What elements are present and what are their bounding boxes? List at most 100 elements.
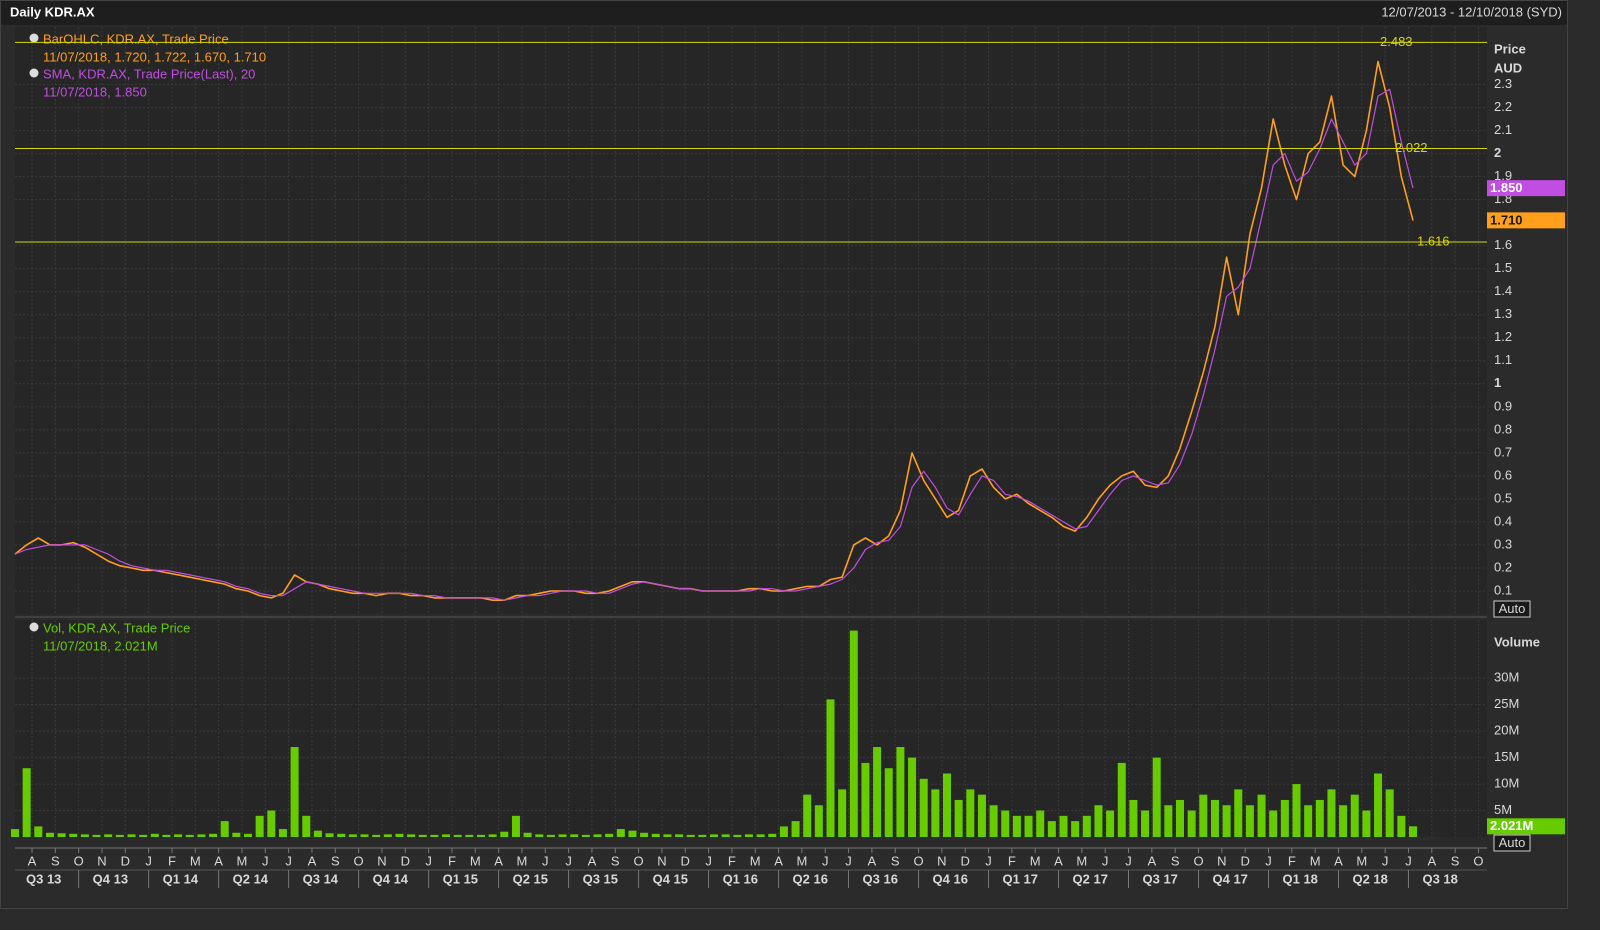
y-tick-label: 0.1 — [1494, 582, 1512, 597]
last-value-tag — [1487, 818, 1565, 835]
x-tick-label: A — [1148, 853, 1157, 868]
x-tick-label: J — [1382, 853, 1389, 868]
y-axis-title: Volume — [1494, 634, 1540, 649]
volume-bar — [1071, 821, 1080, 837]
x-tick-label: M — [1076, 853, 1087, 868]
x-tick-label: J — [1125, 853, 1132, 868]
volume-bar — [535, 834, 544, 837]
volume-bar — [1222, 805, 1231, 837]
y-tick-label: 2 — [1494, 145, 1501, 160]
x-tick-label: S — [331, 853, 340, 868]
quarter-label: Q3 16 — [863, 871, 898, 886]
x-tick-label: A — [494, 853, 503, 868]
volume-bar — [1001, 810, 1010, 837]
x-tick-label: N — [937, 853, 946, 868]
volume-bar — [593, 834, 602, 837]
quarter-label: Q4 15 — [653, 871, 688, 886]
volume-bar — [92, 834, 101, 837]
x-tick-label: O — [913, 853, 923, 868]
x-tick-label: O — [1473, 853, 1483, 868]
volume-bar — [325, 833, 334, 837]
quarter-label: Q2 15 — [513, 871, 548, 886]
x-tick-label: J — [822, 853, 829, 868]
y-tick-label: 0.2 — [1494, 559, 1512, 574]
y-tick-label: 1.6 — [1494, 237, 1512, 252]
volume-bar — [954, 799, 963, 837]
x-tick-label: F — [168, 853, 176, 868]
volume-bar — [710, 834, 718, 837]
volume-bar — [162, 834, 171, 837]
volume-bar — [616, 829, 625, 837]
x-tick-label: A — [868, 853, 877, 868]
x-tick-label: N — [1217, 853, 1226, 868]
y-tick-label: 15M — [1494, 749, 1519, 764]
volume-bar — [1117, 762, 1126, 837]
x-tick-label: J — [145, 853, 152, 868]
y-tick-label: 0.8 — [1494, 421, 1512, 436]
quarter-label: Q4 14 — [373, 871, 409, 886]
volume-bar — [605, 833, 614, 837]
auto-button[interactable] — [1493, 600, 1531, 618]
volume-bar — [779, 826, 788, 837]
volume-bar — [337, 833, 346, 837]
x-tick-label: F — [1288, 853, 1296, 868]
quarter-label: Q1 15 — [443, 871, 478, 886]
volume-bar — [104, 834, 113, 837]
auto-button-label[interactable]: Auto — [1499, 601, 1526, 616]
volume-bar — [290, 747, 299, 837]
volume-bar — [546, 834, 555, 837]
auto-button-label[interactable]: Auto — [1499, 835, 1526, 850]
volume-bar — [80, 834, 89, 837]
x-tick-label: O — [1193, 853, 1203, 868]
y-tick-label: 0.3 — [1494, 536, 1512, 551]
last-value-tag — [1487, 180, 1565, 197]
volume-bar — [989, 805, 998, 837]
volume-bar — [640, 832, 649, 837]
volume-bar — [1374, 773, 1383, 837]
volume-panel — [15, 620, 1487, 837]
y-tick-label: 10M — [1494, 776, 1519, 791]
quarter-label: Q2 16 — [793, 871, 828, 886]
volume-bar — [1106, 810, 1115, 837]
y-tick-label: 0.6 — [1494, 467, 1512, 482]
volume-bar — [407, 834, 416, 837]
volume-bar — [150, 833, 159, 837]
volume-bar — [675, 834, 684, 837]
x-tick-label: J — [845, 853, 852, 868]
legend-detail: 11/07/2018, 2.021M — [43, 638, 158, 653]
volume-bar — [873, 747, 882, 837]
last-value-label: 2.021M — [1490, 818, 1533, 833]
level-label: 1.616 — [1417, 233, 1450, 248]
y-axis-unit: AUD — [1494, 60, 1522, 75]
volume-bar — [908, 757, 917, 837]
date-range: 12/07/2013 - 12/10/2018 (SYD) — [1381, 4, 1562, 19]
x-tick-label: A — [774, 853, 783, 868]
y-tick-label: 0.7 — [1494, 444, 1512, 459]
header-bar — [0, 0, 1568, 25]
x-tick-label: M — [1030, 853, 1041, 868]
volume-bar — [733, 834, 742, 837]
auto-button[interactable] — [1493, 834, 1531, 852]
volume-bar — [22, 768, 31, 837]
volume-bar — [1339, 805, 1348, 837]
volume-bar — [453, 834, 462, 837]
quarter-label: Q2 17 — [1073, 871, 1108, 886]
volume-bar — [360, 834, 369, 837]
x-tick-label: M — [796, 853, 807, 868]
quarter-label: Q4 13 — [93, 871, 128, 886]
volume-bar — [430, 834, 439, 837]
volume-bar — [302, 815, 311, 837]
volume-bar — [1059, 815, 1068, 837]
volume-bar — [278, 829, 287, 837]
quarter-label: Q3 15 — [583, 871, 618, 886]
volume-bar — [826, 699, 835, 837]
volume-bar — [1257, 794, 1266, 837]
quarter-label: Q4 16 — [933, 871, 968, 886]
volume-bar — [244, 833, 252, 837]
price-panel — [15, 27, 1487, 614]
volume-bar — [1036, 810, 1045, 837]
volume-bar — [1012, 815, 1021, 837]
last-value-label: 1.710 — [1490, 212, 1523, 227]
x-tick-label: A — [28, 853, 37, 868]
x-tick-label: M — [237, 853, 248, 868]
